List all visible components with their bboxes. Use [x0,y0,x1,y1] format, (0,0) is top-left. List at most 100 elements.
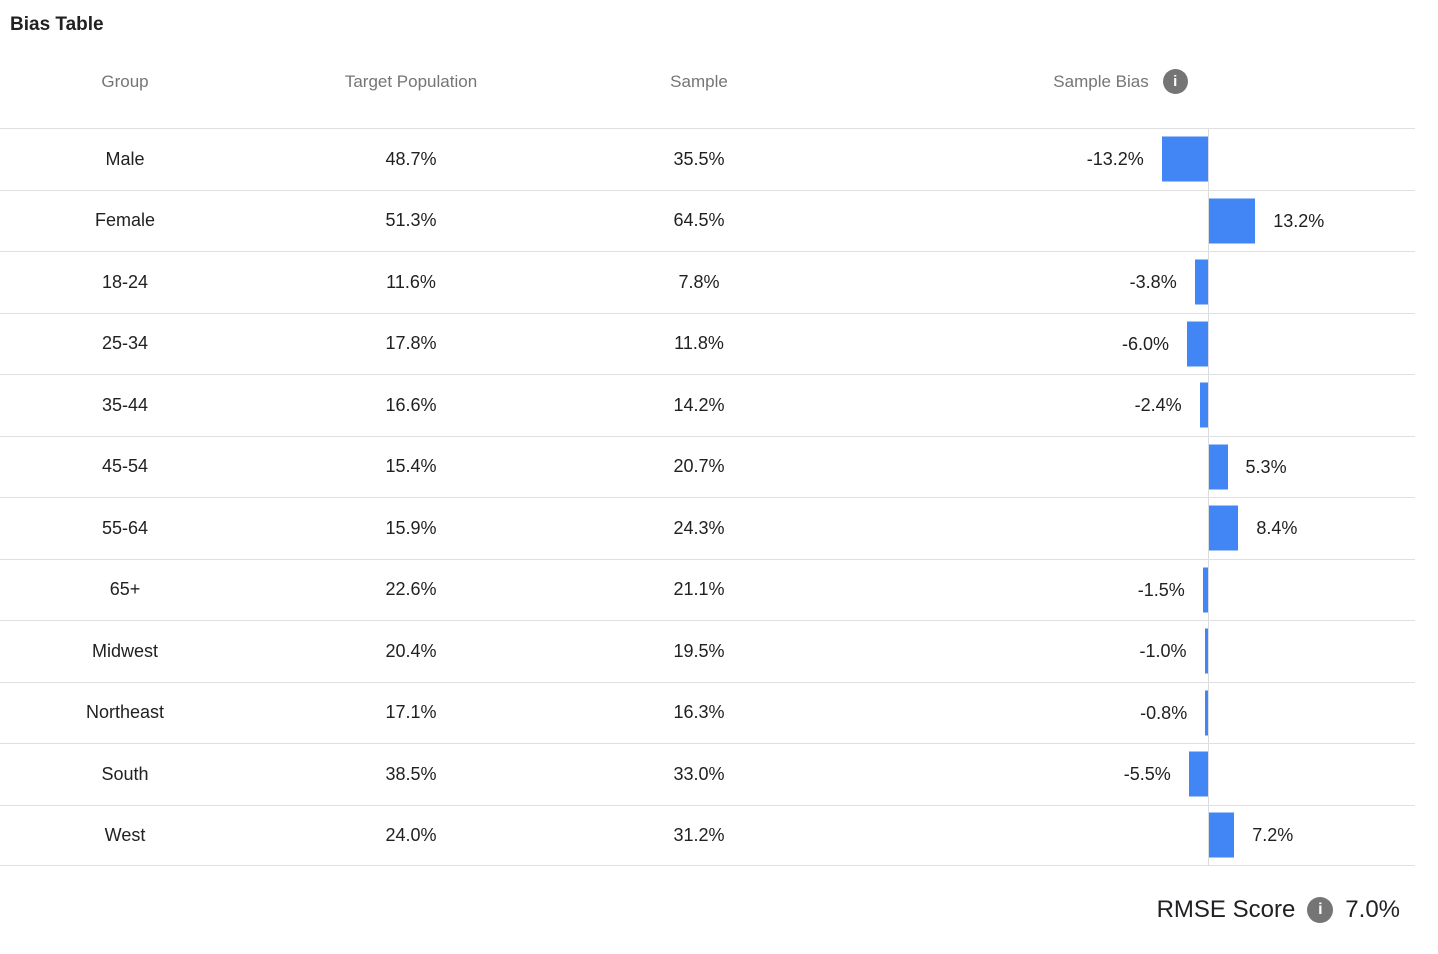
bias-bar [1187,321,1208,367]
column-header-sample-bias: Sample Bias i [826,69,1415,94]
bias-chart-cell: 8.4% [826,498,1415,559]
bias-value-label: 8.4% [1256,518,1298,539]
column-header-group: Group [101,71,149,91]
info-icon[interactable]: i [1162,69,1188,94]
bias-chart-cell: -1.0% [826,621,1415,682]
group-cell: 65+ [109,579,141,600]
bias-chart-cell: -13.2% [826,129,1415,190]
target-population-cell: 38.5% [385,763,437,784]
zero-axis-line [1208,621,1209,682]
sample-cell: 35.5% [673,148,725,169]
bias-value-label: -13.2% [1086,149,1144,170]
group-cell: Midwest [91,640,158,661]
bias-chart-cell: -3.8% [826,252,1415,313]
group-cell: 55-64 [101,517,149,538]
target-population-cell: 48.7% [385,148,437,169]
group-cell: 35-44 [101,394,149,415]
table-row: 45-54 15.4% 20.7% 5.3% [0,435,1415,497]
sample-cell: 7.8% [678,271,720,292]
column-header-target-population: Target Population [344,71,478,91]
bias-value-label: -6.0% [1121,333,1169,354]
target-population-cell: 16.6% [385,394,437,415]
bias-value-label: 13.2% [1273,210,1325,231]
target-population-cell: 20.4% [385,640,437,661]
target-population-cell: 24.0% [385,824,437,845]
bias-value-label: -1.0% [1139,641,1187,662]
bias-chart-cell: -1.5% [826,559,1415,620]
table-row: Male 48.7% 35.5% -13.2% [0,128,1415,190]
target-population-cell: 15.9% [385,517,437,538]
table-row: Northeast 17.1% 16.3% -0.8% [0,681,1415,743]
group-cell: Northeast [85,702,165,723]
rmse-score-row: RMSE Score i 7.0% [0,896,1438,924]
zero-axis-line [1208,805,1209,865]
bias-value-label: -1.5% [1137,579,1185,600]
bias-bar [1202,567,1208,613]
bias-bar [1161,136,1208,182]
group-cell: 18-24 [101,271,149,292]
page-title: Bias Table [10,14,104,35]
zero-axis-line [1208,682,1209,743]
table-row: 35-44 16.6% 14.2% -2.4% [0,374,1415,436]
bias-value-label: 5.3% [1245,456,1287,477]
group-cell: 45-54 [101,456,149,477]
group-cell: West [104,824,146,845]
group-cell: 25-34 [101,333,149,354]
table-row: 65+ 22.6% 21.1% -1.5% [0,558,1415,620]
column-header-sample: Sample [670,71,728,91]
target-population-cell: 22.6% [385,579,437,600]
zero-axis-line [1208,252,1209,313]
sample-cell: 33.0% [673,763,725,784]
column-header-sample-bias-label: Sample Bias [1053,71,1149,91]
bias-bar [1188,751,1208,797]
bias-chart-cell: 7.2% [826,805,1415,865]
zero-axis-line [1208,744,1209,805]
sample-cell: 14.2% [673,394,725,415]
bias-value-label: -5.5% [1123,764,1171,785]
bias-value-label: -0.8% [1140,702,1188,723]
sample-cell: 31.2% [673,824,725,845]
rmse-score-label: RMSE Score [1156,896,1296,923]
target-population-cell: 51.3% [385,210,437,231]
bias-bar [1209,444,1228,490]
group-cell: South [101,763,149,784]
sample-cell: 19.5% [673,640,725,661]
sample-cell: 21.1% [673,579,725,600]
bias-bar [1209,505,1239,551]
table-row: South 38.5% 33.0% -5.5% [0,743,1415,805]
sample-cell: 16.3% [673,702,725,723]
zero-axis-line [1208,498,1209,559]
sample-cell: 20.7% [673,456,725,477]
bias-chart-cell: -2.4% [826,375,1415,436]
group-cell: Male [105,148,145,169]
bias-value-label: -2.4% [1134,395,1182,416]
table-row: 18-24 11.6% 7.8% -3.8% [0,251,1415,313]
bias-chart-cell: -5.5% [826,744,1415,805]
target-population-cell: 17.1% [385,702,437,723]
bias-bar [1209,198,1256,244]
bias-bar [1205,690,1208,736]
bias-bar [1209,812,1235,858]
table-row: West 24.0% 31.2% 7.2% [0,804,1415,866]
bias-value-label: 7.2% [1252,825,1294,846]
table-row: 55-64 15.9% 24.3% 8.4% [0,497,1415,559]
bias-chart-cell: -6.0% [826,313,1415,374]
zero-axis-line [1208,559,1209,620]
target-population-cell: 15.4% [385,456,437,477]
target-population-cell: 17.8% [385,333,437,354]
table-body: Male 48.7% 35.5% -13.2% Female 51.3% 64.… [0,128,1415,866]
bias-chart-cell: 5.3% [826,436,1415,497]
zero-axis-line [1208,375,1209,436]
sample-cell: 64.5% [673,210,725,231]
sample-cell: 11.8% [674,333,724,354]
sample-cell: 24.3% [673,517,725,538]
zero-axis-line [1208,129,1209,190]
target-population-cell: 11.6% [386,271,436,292]
group-cell: Female [94,210,156,231]
bias-table: Group Target Population Sample Sample Bi… [0,35,1415,866]
bias-bar [1199,382,1208,428]
table-row: Midwest 20.4% 19.5% -1.0% [0,620,1415,682]
bias-bar [1204,628,1208,674]
info-icon[interactable]: i [1307,897,1334,923]
